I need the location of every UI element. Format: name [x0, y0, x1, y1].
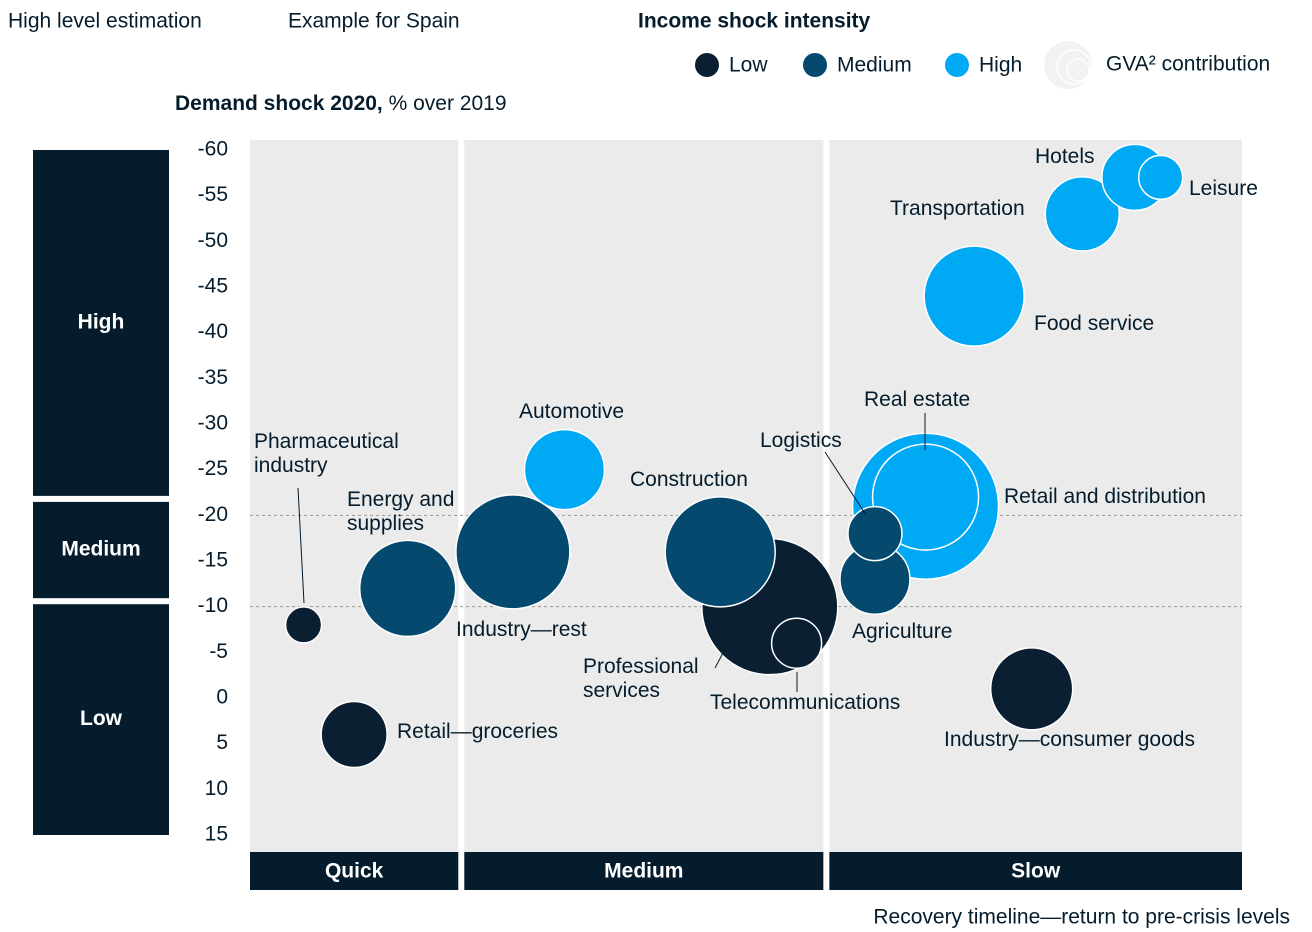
- y-band: [33, 150, 169, 496]
- size-legend-icon: [1066, 58, 1090, 82]
- bubble-label: Retail—groceries: [397, 720, 559, 743]
- legend-label: High: [979, 54, 1022, 77]
- bubble-label: Industry—rest: [456, 618, 587, 641]
- bubble-label: Hotels: [1035, 145, 1095, 168]
- y-tick-label: -60: [198, 138, 228, 161]
- legend-label: Medium: [837, 54, 912, 77]
- y-tick-label: -35: [198, 366, 228, 389]
- bubble-label: Food service: [1034, 312, 1155, 335]
- y-tick-label: -30: [198, 412, 228, 435]
- y-tick-label: -55: [198, 183, 228, 206]
- bubble-label: Transportation: [890, 197, 1025, 220]
- y-tick-label: 0: [216, 686, 228, 709]
- legend-title: Income shock intensity: [638, 10, 871, 33]
- bubble: [523, 428, 606, 511]
- leader-line: [297, 487, 305, 604]
- y-tick-label: -25: [198, 457, 228, 480]
- bubble: [284, 606, 323, 644]
- y-tick-label: -50: [198, 229, 228, 252]
- y-band: [33, 604, 169, 835]
- leader-line: [714, 635, 733, 669]
- bubble: [320, 700, 388, 769]
- leader-line: [824, 451, 867, 516]
- bubble-label: Retail and distribution: [1004, 485, 1206, 508]
- y-tick-label: 10: [205, 777, 228, 800]
- y-band: [33, 501, 169, 599]
- bubble-label: Industry—consumer goods: [944, 728, 1195, 751]
- x-band: [829, 852, 1242, 890]
- y-band-label: Low: [80, 707, 123, 730]
- x-band-label: Medium: [604, 860, 683, 883]
- bubble-label: Agriculture: [852, 620, 953, 643]
- x-band: [250, 852, 459, 890]
- x-axis-label: Recovery timeline—return to pre-crisis l…: [873, 906, 1290, 929]
- bubble: [358, 539, 457, 638]
- x-band-label: Slow: [1011, 860, 1061, 883]
- bubble-label: Logistics: [760, 429, 842, 452]
- bubble-label: Energy and supplies: [347, 488, 455, 535]
- bubble: [923, 245, 1025, 347]
- header-example: Example for Spain: [288, 10, 460, 33]
- bubble: [847, 505, 903, 562]
- bubble: [989, 647, 1074, 731]
- bubble: [1137, 154, 1184, 201]
- y-label: % over 2019: [389, 92, 507, 115]
- y-tick-label: 15: [205, 823, 228, 846]
- bubble-label: Leisure: [1189, 177, 1258, 200]
- bubble-label: Telecommunications: [710, 691, 901, 714]
- y-band-label: Medium: [61, 538, 140, 561]
- y-label-bold: Demand shock 2020,: [175, 92, 383, 115]
- header-left: High level estimation: [8, 10, 202, 33]
- size-legend-label: GVA² contribution: [1106, 53, 1270, 76]
- legend-label: Low: [729, 54, 768, 77]
- bubble-label: Construction: [630, 468, 748, 491]
- y-tick-label: -5: [209, 640, 228, 663]
- legend-swatch: [945, 53, 969, 77]
- x-band-label: Quick: [325, 860, 384, 883]
- y-tick-label: -40: [198, 320, 228, 343]
- y-tick-label: -10: [198, 594, 228, 617]
- bubble: [770, 617, 823, 669]
- bubble-label: Professional services: [583, 655, 699, 702]
- bubble: [1044, 176, 1121, 252]
- y-tick-label: -45: [198, 275, 228, 298]
- legend-swatch: [803, 53, 827, 77]
- y-axis-label: Demand shock 2020, % over 2019: [175, 92, 507, 115]
- bubble-label: Real estate: [864, 388, 971, 411]
- y-tick-label: -20: [198, 503, 228, 526]
- bubble: [455, 494, 571, 610]
- y-tick-label: -15: [198, 549, 228, 572]
- x-band: [464, 852, 824, 890]
- bubble-label: Automotive: [519, 400, 625, 423]
- y-tick-label: 5: [216, 731, 228, 754]
- legend-swatch: [695, 53, 719, 77]
- bubble: [664, 496, 776, 608]
- bubble-label: Pharmaceutical industry: [254, 430, 399, 477]
- y-band-label: High: [78, 310, 125, 333]
